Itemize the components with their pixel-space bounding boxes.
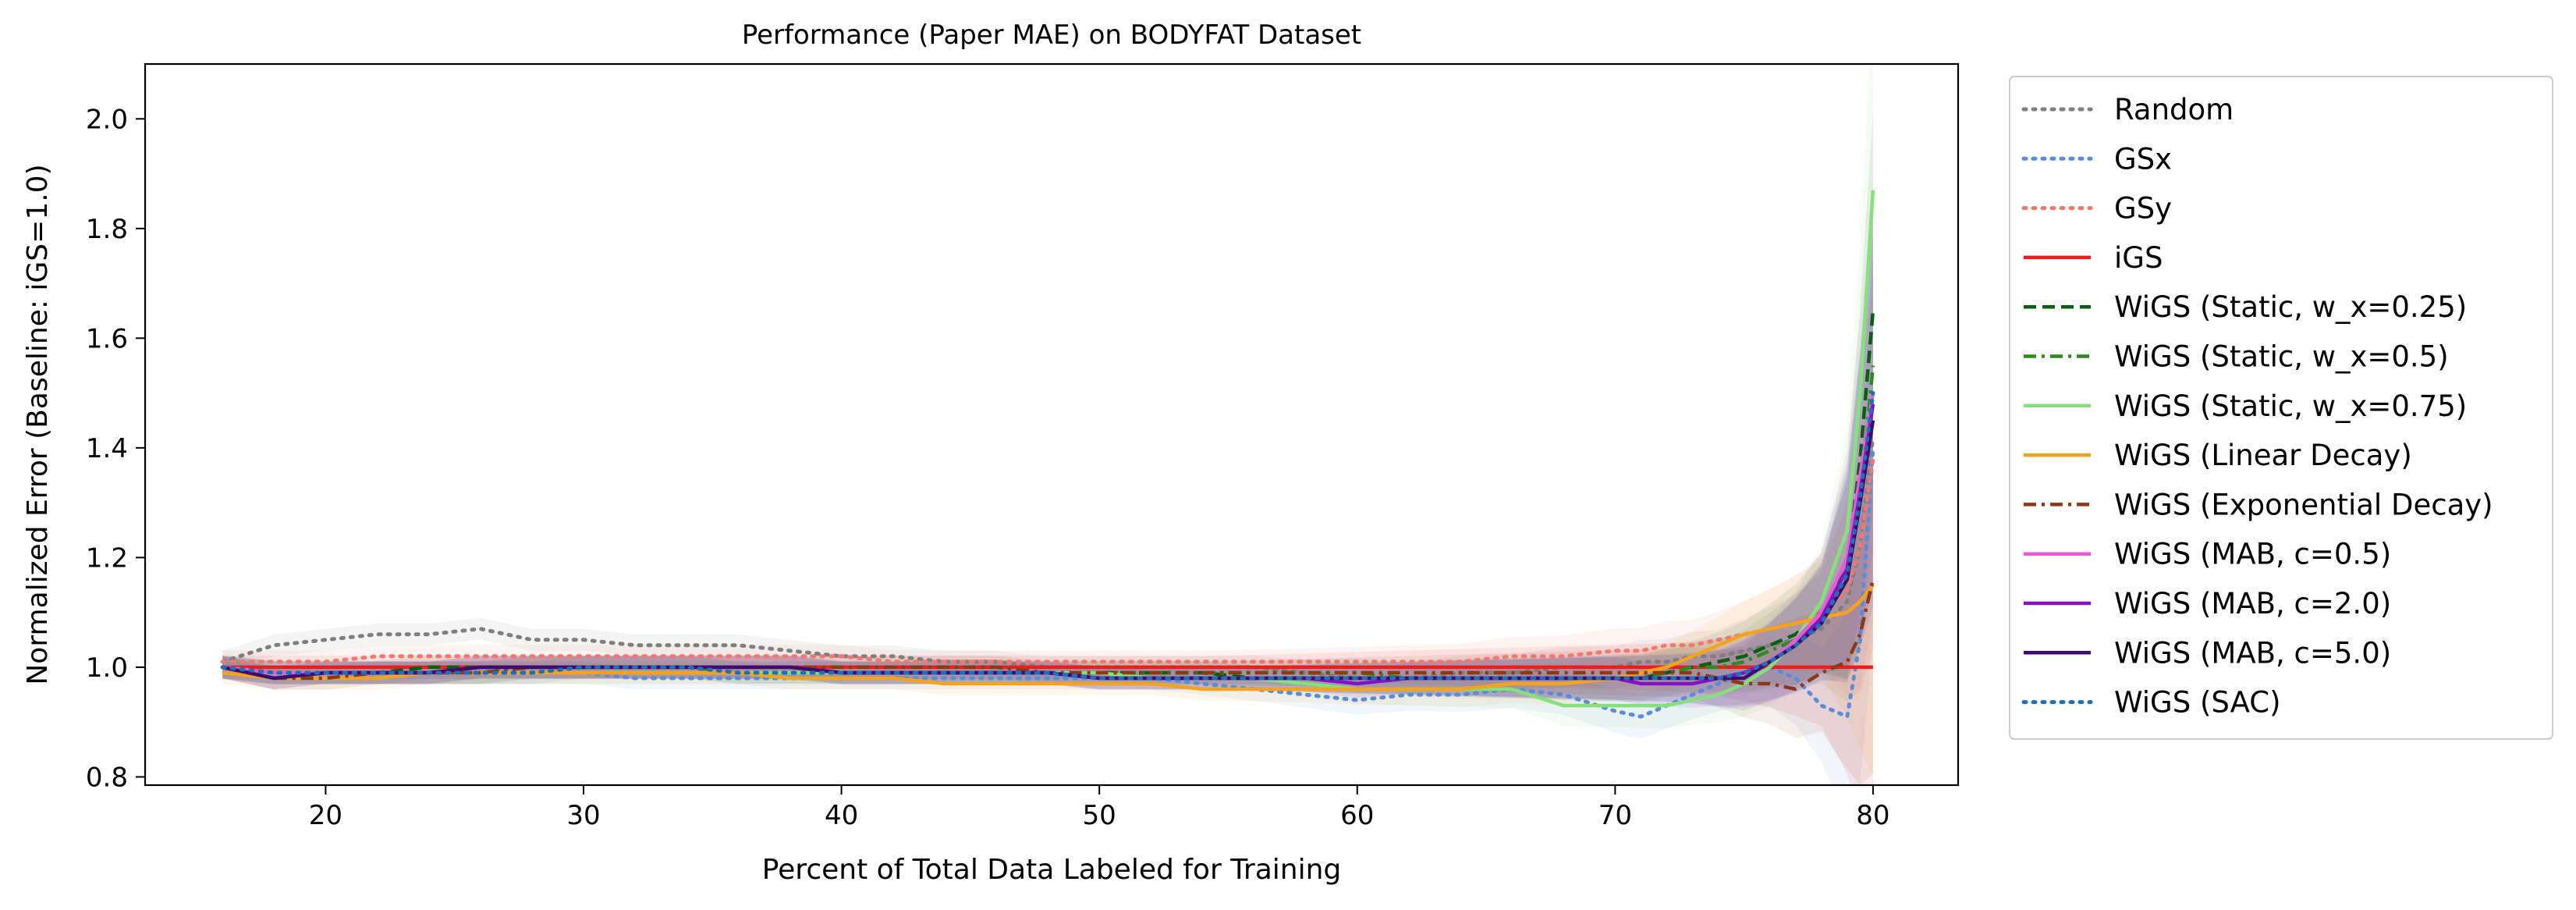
y-tick-label: 0.8	[86, 762, 128, 793]
legend-entry-label: WiGS (MAB, c=5.0)	[2114, 636, 2391, 670]
y-tick-label: 1.4	[86, 433, 128, 464]
y-tick-label: 1.6	[86, 323, 128, 354]
confidence-band	[222, 202, 1873, 707]
y-tick-label: 2.0	[86, 104, 128, 135]
y-axis-ticks: 0.8 1.0 1.2 1.4 1.6 1.8 2.0	[86, 104, 145, 793]
chart-title: Performance (Paper MAE) on BODYFAT Datas…	[742, 20, 1361, 51]
series-line	[220, 391, 1875, 681]
x-tick-label: 20	[309, 800, 342, 831]
legend: Random GSx GSy iGS WiGS (Static, w_x=0.25) Wi…	[2009, 76, 2553, 740]
legend-entry-label: GSx	[2114, 142, 2172, 176]
x-tick-label: 80	[1856, 800, 1889, 831]
legend-entry-label: WiGS (Exponential Decay)	[2114, 488, 2493, 521]
confidence-band	[222, 254, 1873, 702]
x-tick-label: 40	[825, 800, 858, 831]
x-axis-label: Percent of Total Data Labeled for Traini…	[762, 854, 1342, 886]
plot-area-frame	[144, 62, 1960, 787]
legend-entry-label: WiGS (MAB, c=0.5)	[2114, 538, 2391, 571]
legend-entry-label: WiGS (SAC)	[2114, 686, 2281, 720]
confidence-band	[222, 385, 1873, 785]
y-tick-label: 1.8	[86, 214, 128, 245]
x-tick-label: 60	[1340, 800, 1374, 831]
series-line	[222, 584, 1875, 691]
legend-entry-label: GSy	[2114, 192, 2172, 226]
y-tick-label: 1.0	[86, 652, 128, 684]
x-tick-label: 70	[1598, 800, 1632, 831]
confidence-band	[222, 268, 1873, 696]
confidence-band	[222, 222, 1873, 708]
series-lines	[220, 190, 1875, 719]
legend-entry-label: WiGS (Linear Decay)	[2114, 439, 2412, 472]
x-tick-label: 50	[1083, 800, 1116, 831]
legend-entry-label: WiGS (Static, w_x=0.25)	[2114, 290, 2467, 324]
x-tick-label: 30	[566, 800, 600, 831]
y-axis-label: Normalized Error (Baseline: iGS=1.0)	[22, 164, 54, 684]
y-tick-label: 1.2	[86, 542, 128, 574]
x-axis-ticks: 20 30 40 50 60 70 80	[309, 785, 1890, 831]
legend-entry-label: WiGS (Static, w_x=0.5)	[2114, 340, 2449, 374]
confidence-band	[222, 261, 1873, 785]
legend-entry-label: WiGS (MAB, c=2.0)	[2114, 587, 2391, 620]
legend-frame	[2009, 76, 2553, 740]
confidence-band	[222, 194, 1873, 708]
legend-entry-label: Random	[2114, 93, 2234, 126]
confidence-band	[222, 64, 1873, 729]
legend-entry-label: iGS	[2114, 241, 2163, 275]
legend-entry-label: WiGS (Static, w_x=0.75)	[2114, 389, 2467, 423]
